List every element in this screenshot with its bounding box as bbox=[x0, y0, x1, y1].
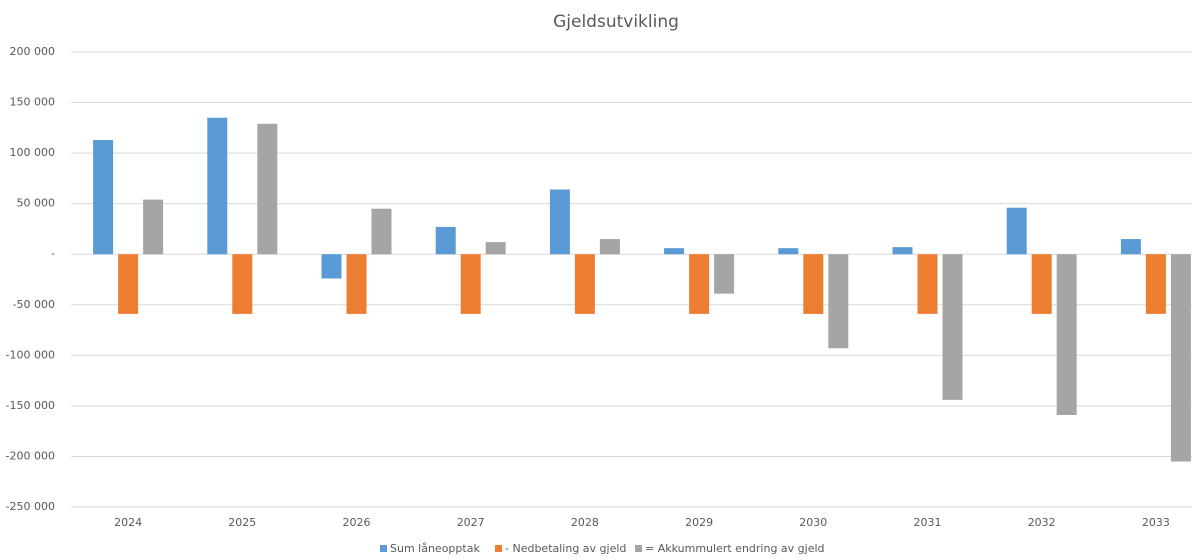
x-tick-label: 2024 bbox=[114, 516, 142, 529]
x-tick-label: 2026 bbox=[343, 516, 371, 529]
y-tick-label: 200 000 bbox=[10, 45, 56, 58]
bar bbox=[460, 254, 481, 314]
legend-swatch bbox=[495, 545, 502, 552]
x-tick-label: 2029 bbox=[685, 516, 713, 529]
chart-title: Gjeldsutvikling bbox=[553, 12, 679, 32]
y-tick-label: - bbox=[51, 247, 55, 260]
bar bbox=[143, 199, 164, 255]
x-tick-label: 2032 bbox=[1028, 516, 1056, 529]
x-tick-label: 2027 bbox=[457, 516, 485, 529]
legend-label: - Nedbetaling av gjeld bbox=[505, 542, 626, 555]
bar bbox=[664, 248, 685, 255]
y-tick-label: -100 000 bbox=[6, 348, 55, 361]
bar bbox=[778, 248, 799, 255]
bar bbox=[1145, 254, 1166, 314]
bar bbox=[93, 139, 114, 255]
bar bbox=[321, 254, 342, 279]
bar bbox=[599, 239, 620, 255]
x-tick-label: 2033 bbox=[1142, 516, 1170, 529]
bar bbox=[1031, 254, 1052, 314]
bar bbox=[371, 208, 392, 255]
legend-label: = Akkummulert endring av gjeld bbox=[645, 542, 825, 555]
y-tick-label: 50 000 bbox=[17, 197, 56, 210]
bar bbox=[1006, 207, 1027, 255]
bar bbox=[232, 254, 253, 314]
bar bbox=[892, 247, 913, 255]
bar bbox=[207, 117, 228, 255]
x-tick-label: 2031 bbox=[914, 516, 942, 529]
bar bbox=[118, 254, 139, 314]
bar bbox=[828, 254, 849, 349]
legend-swatch bbox=[635, 545, 642, 552]
bar bbox=[942, 254, 963, 400]
bar bbox=[689, 254, 710, 314]
x-tick-label: 2025 bbox=[228, 516, 256, 529]
x-tick-label: 2028 bbox=[571, 516, 599, 529]
legend-swatch bbox=[380, 545, 387, 552]
y-tick-label: -200 000 bbox=[6, 449, 55, 462]
bar bbox=[1170, 254, 1191, 462]
y-tick-label: 100 000 bbox=[10, 146, 56, 159]
y-tick-label: -50 000 bbox=[13, 298, 55, 311]
bar bbox=[714, 254, 735, 294]
bar bbox=[1120, 239, 1141, 255]
bar bbox=[803, 254, 824, 314]
bar bbox=[574, 254, 595, 314]
bar bbox=[485, 242, 506, 255]
legend-label: Sum låneopptak bbox=[390, 542, 480, 555]
y-tick-label: -150 000 bbox=[6, 399, 55, 412]
x-tick-label: 2030 bbox=[799, 516, 827, 529]
bar bbox=[435, 226, 456, 255]
bar bbox=[1056, 254, 1077, 415]
y-tick-label: -250 000 bbox=[6, 500, 55, 513]
bar bbox=[549, 189, 570, 255]
bar bbox=[917, 254, 938, 314]
y-tick-label: 150 000 bbox=[10, 96, 56, 109]
bar bbox=[257, 123, 278, 255]
bar bbox=[346, 254, 367, 314]
